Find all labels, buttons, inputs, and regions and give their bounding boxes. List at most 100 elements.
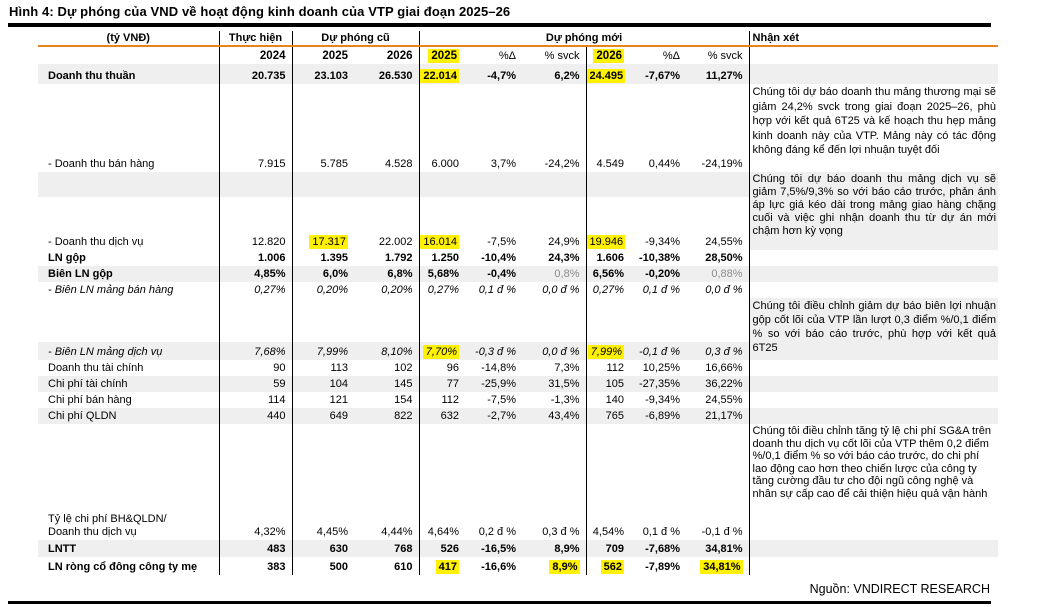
cell-value: 4.528 bbox=[384, 158, 413, 170]
cell-value: 96 bbox=[418, 360, 465, 376]
cell-value: 0,88% bbox=[686, 266, 750, 282]
cell-value: 77 bbox=[418, 376, 465, 392]
cell-value: 0,20% bbox=[381, 284, 413, 296]
cell-value: 7,99% bbox=[291, 298, 354, 360]
table-row-lntt: LNTT 483 630 768 526 -16,5% 8,9% 709 -7,… bbox=[38, 540, 999, 557]
cell-value: -0,20% bbox=[630, 266, 686, 282]
cell-value: 0,0 đ % bbox=[542, 284, 580, 296]
cell-value: 0,8% bbox=[522, 266, 586, 282]
cell-value: 0,2 đ % bbox=[478, 526, 516, 538]
cell-value: -25,9% bbox=[465, 376, 522, 392]
cell-value: 104 bbox=[291, 376, 354, 392]
yoy-header: % svck bbox=[707, 50, 743, 62]
cell-value: 114 bbox=[218, 392, 292, 408]
cell-value: 765 bbox=[585, 408, 630, 424]
highlight: 7,99% bbox=[587, 345, 624, 359]
table-row-bien-ln-ban-hang: - Biên LN mảng bán hàng 0,27% 0,20% 0,20… bbox=[38, 282, 999, 298]
cell-value: 20.735 bbox=[218, 64, 292, 84]
cell-value: 28,50% bbox=[705, 252, 743, 264]
cell-value: 4,44% bbox=[381, 526, 413, 538]
cell-value: 145 bbox=[354, 376, 419, 392]
row-label: LNTT bbox=[38, 540, 219, 557]
cell-value: 26.530 bbox=[354, 64, 419, 84]
cell-value: -2,7% bbox=[465, 408, 522, 424]
cell-value: 6,2% bbox=[522, 64, 586, 84]
table-row-chi-phi-tai-chinh: Chi phí tài chính 59 104 145 77 -25,9% 3… bbox=[38, 376, 999, 392]
cell-value: 4.549 bbox=[585, 84, 630, 172]
cell-value: 5,68% bbox=[418, 266, 465, 282]
cell-value: 4,32% bbox=[218, 424, 292, 540]
cell-value: 4,64% bbox=[418, 424, 465, 540]
highlight: 2025 bbox=[428, 49, 459, 63]
cell-value: 7,99% bbox=[585, 298, 630, 360]
cell-value: 23.103 bbox=[291, 64, 354, 84]
highlight: 22.014 bbox=[420, 69, 459, 83]
comment-gross-margin: Chúng tôi điều chỉnh giảm dự báo biên lợ… bbox=[748, 298, 999, 360]
cell-value: 649 bbox=[291, 408, 354, 424]
blank-header bbox=[748, 46, 999, 64]
cell-value: 0,1 đ % bbox=[642, 284, 680, 296]
cell-value: -16,5% bbox=[465, 540, 522, 557]
cell-value: 822 bbox=[354, 408, 419, 424]
cell-value: 0,44% bbox=[648, 158, 680, 170]
row-label: - Biên LN mảng bán hàng bbox=[48, 283, 174, 296]
cell-value: -7,68% bbox=[630, 540, 686, 557]
table-row-ty-le-chi-phi: Tỷ lệ chi phí BH&QLDN/ Doanh thu dịch vụ… bbox=[38, 424, 999, 540]
comment-cell bbox=[748, 392, 999, 408]
forecast-table: (tỷ VNĐ) Thực hiện Dự phóng cũ Dự phóng … bbox=[38, 31, 999, 575]
row-label: Biên LN gộp bbox=[38, 266, 219, 282]
highlight: 7,70% bbox=[422, 345, 459, 359]
row-label: Doanh thu tài chính bbox=[48, 361, 144, 374]
cell-value: -16,6% bbox=[481, 561, 516, 573]
cell-value: 7,68% bbox=[218, 298, 292, 360]
cell-value: 8,9% bbox=[522, 557, 586, 575]
row-label: Doanh thu thuần bbox=[38, 64, 219, 84]
table-row-bien-ln-dich-vu: - Biên LN mảng dịch vụ 7,68% 7,99% 8,10%… bbox=[38, 298, 999, 360]
comment-cell bbox=[748, 64, 999, 84]
comment-cell bbox=[748, 540, 999, 557]
comment-cell bbox=[748, 557, 999, 575]
cell-value: 1.792 bbox=[384, 252, 413, 264]
year-2026-old: 2026 bbox=[386, 50, 413, 62]
cell-value: 24,55% bbox=[705, 394, 743, 406]
comment-cell bbox=[748, 250, 999, 266]
cell-value: 0,27% bbox=[418, 282, 465, 298]
cell-value: -0,1 đ % bbox=[630, 298, 686, 360]
highlight: 34,81% bbox=[700, 560, 743, 574]
cell-value: 4,45% bbox=[291, 424, 354, 540]
cell-value: 610 bbox=[394, 561, 413, 573]
cell-value: 0,1 đ % bbox=[642, 526, 680, 538]
row-label: LN gộp bbox=[48, 251, 86, 264]
cell-value: 6,0% bbox=[291, 266, 354, 282]
cell-value: 440 bbox=[218, 408, 292, 424]
cell-value: -1,3% bbox=[550, 394, 580, 406]
cell-value: 112 bbox=[585, 360, 630, 376]
bottom-divider bbox=[8, 601, 991, 604]
comment-cell bbox=[748, 408, 999, 424]
highlight: 8,9% bbox=[549, 560, 580, 574]
cell-value: 4,54% bbox=[585, 424, 630, 540]
cell-value: 768 bbox=[354, 540, 419, 557]
cell-value: 526 bbox=[418, 540, 465, 557]
cell-value: 1.006 bbox=[218, 250, 292, 266]
table-row-chi-phi-ban-hang: Chi phí bán hàng 114 121 154 112 -7,5% -… bbox=[38, 392, 999, 408]
cell-value: 7,70% bbox=[418, 298, 465, 360]
cell-value: 90 bbox=[218, 360, 292, 376]
cell-value: 19.946 bbox=[585, 172, 630, 250]
cell-value: 0,27% bbox=[585, 282, 630, 298]
cell-value: 5.785 bbox=[291, 84, 354, 172]
figure-title: Hình 4: Dự phóng của VND về hoạt động ki… bbox=[9, 4, 511, 19]
cell-value: 43,4% bbox=[522, 408, 586, 424]
cell-value: 59 bbox=[218, 376, 292, 392]
cell-value: 632 bbox=[418, 408, 465, 424]
cell-value: 16,66% bbox=[705, 362, 743, 374]
cell-value: 22.002 bbox=[354, 172, 419, 250]
cell-value: 24,9% bbox=[522, 172, 586, 250]
table-row-doanh-thu-thuan: Doanh thu thuần 20.735 23.103 26.530 22.… bbox=[38, 64, 999, 84]
year-2026-new: 2026 bbox=[585, 46, 630, 64]
cell-value: -10,4% bbox=[481, 252, 516, 264]
cell-value: -27,35% bbox=[630, 376, 686, 392]
table-row-bien-ln-gop: Biên LN gộp 4,85% 6,0% 6,8% 5,68% -0,4% … bbox=[38, 266, 999, 282]
cell-value: 630 bbox=[291, 540, 354, 557]
